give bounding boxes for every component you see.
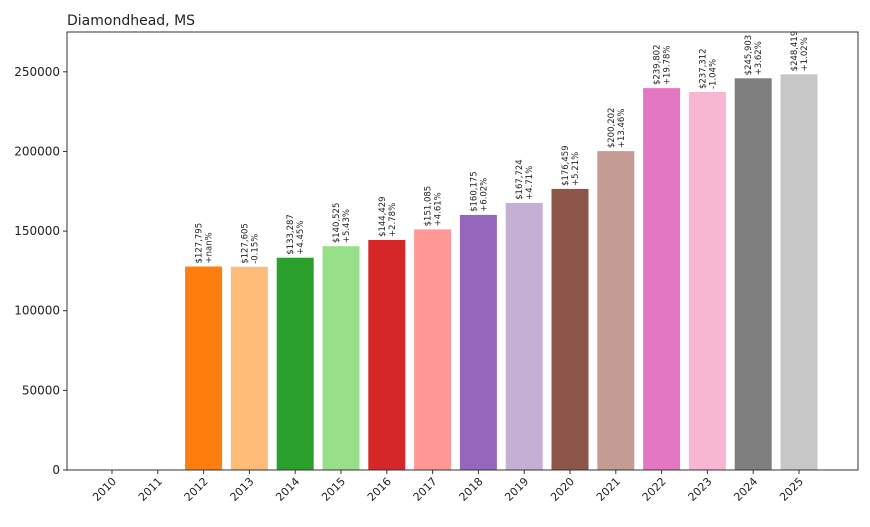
chart-title: Diamondhead, MS <box>67 13 195 29</box>
data-label-value: $245,903 <box>744 35 754 76</box>
data-label-change: +4.61% <box>434 192 444 226</box>
bar <box>276 257 314 470</box>
x-tick-label: 2025 <box>777 475 806 504</box>
data-label-group: $245,903 +3.62% <box>744 35 764 76</box>
data-label-group: $160,175 +6.02% <box>469 171 489 212</box>
x-tick-label: 2017 <box>411 475 440 504</box>
data-label-change: +2.78% <box>388 203 398 237</box>
data-label-value: $248,419 <box>790 31 800 72</box>
data-label-value: $237,312 <box>698 48 708 89</box>
data-label-change: +1.02% <box>800 37 810 71</box>
data-label-value: $167,724 <box>515 159 525 200</box>
bar <box>551 188 589 470</box>
bar <box>185 266 223 470</box>
data-label-group: $133,287 +4.45% <box>286 214 306 255</box>
data-label-value: $127,605 <box>240 223 250 264</box>
data-label-change: +6.02% <box>479 178 489 212</box>
bar <box>734 78 772 471</box>
y-tick-label: 200000 <box>14 144 60 158</box>
x-tick-label: 2022 <box>640 475 669 504</box>
x-tick-label: 2020 <box>548 475 577 504</box>
plot-frame <box>66 31 859 471</box>
bar <box>459 214 497 470</box>
data-label-group: $167,724 +4.71% <box>515 159 535 200</box>
data-label-group: $127,605 -0.15% <box>240 223 260 264</box>
data-label-group: $248,419 +1.02% <box>790 31 810 72</box>
x-tick-label: 2014 <box>273 475 302 504</box>
data-label-value: $160,175 <box>469 171 479 212</box>
data-label-value: $127,795 <box>195 223 205 264</box>
data-label-change: +19.78% <box>663 46 673 86</box>
data-label-change: +4.71% <box>525 166 535 200</box>
data-label-group: $127,795 +nan% <box>195 223 215 264</box>
data-label-value: $133,287 <box>286 214 296 255</box>
data-label-group: $239,802 +19.78% <box>653 44 673 85</box>
data-label-value: $176,459 <box>561 145 571 186</box>
data-label-value: $151,085 <box>424 186 434 227</box>
data-label-value: $239,802 <box>653 44 663 85</box>
x-tick-label: 2021 <box>594 475 623 504</box>
data-label-value: $140,525 <box>332 203 342 244</box>
bar <box>643 88 681 470</box>
y-tick-label: 150000 <box>14 224 60 238</box>
data-label-group: $140,525 +5.43% <box>332 203 352 244</box>
x-tick-label: 2018 <box>457 475 486 504</box>
bar <box>688 92 726 470</box>
x-tick-label: 2024 <box>731 475 760 504</box>
data-label-change: -1.04% <box>708 59 718 89</box>
data-label-change: +5.43% <box>342 209 352 243</box>
data-label-change: -0.15% <box>250 234 260 264</box>
data-label-change: +4.45% <box>296 221 306 255</box>
bar <box>780 74 818 471</box>
x-tick-label: 2011 <box>136 475 165 504</box>
data-label-change: +nan% <box>205 232 215 263</box>
x-tick-label: 2010 <box>90 475 119 504</box>
data-label-value: $200,202 <box>607 108 617 149</box>
bar <box>368 240 406 470</box>
data-label-change: +13.46% <box>617 109 627 149</box>
x-tick-label: 2019 <box>502 475 531 504</box>
data-label-group: $144,429 +2.78% <box>378 196 398 237</box>
data-label-change: +3.62% <box>754 41 764 75</box>
data-label-group: $176,459 +5.21% <box>561 145 581 186</box>
x-tick-label: 2023 <box>686 475 715 504</box>
data-label-group: $200,202 +13.46% <box>607 108 627 149</box>
bar <box>230 266 268 470</box>
y-tick-label: 0 <box>52 463 60 477</box>
bar <box>322 246 360 470</box>
x-tick-label: 2012 <box>182 475 211 504</box>
x-tick-label: 2016 <box>365 475 394 504</box>
y-tick-label: 250000 <box>14 65 60 79</box>
bar <box>505 202 543 470</box>
plot-area: 0 50000 100000 150000 200000 250000 2010 2011 20… <box>14 31 859 504</box>
x-tick-label: 2013 <box>228 475 257 504</box>
data-label-group: $151,085 +4.61% <box>424 186 444 227</box>
data-label-group: $237,312 -1.04% <box>698 48 718 89</box>
data-label-change: +5.21% <box>571 152 581 186</box>
bar <box>597 151 635 470</box>
x-tick-label: 2015 <box>319 475 348 504</box>
y-tick-label: 100000 <box>14 304 60 318</box>
bar <box>414 229 452 470</box>
y-tick-label: 50000 <box>22 383 60 397</box>
data-label-value: $144,429 <box>378 196 388 237</box>
